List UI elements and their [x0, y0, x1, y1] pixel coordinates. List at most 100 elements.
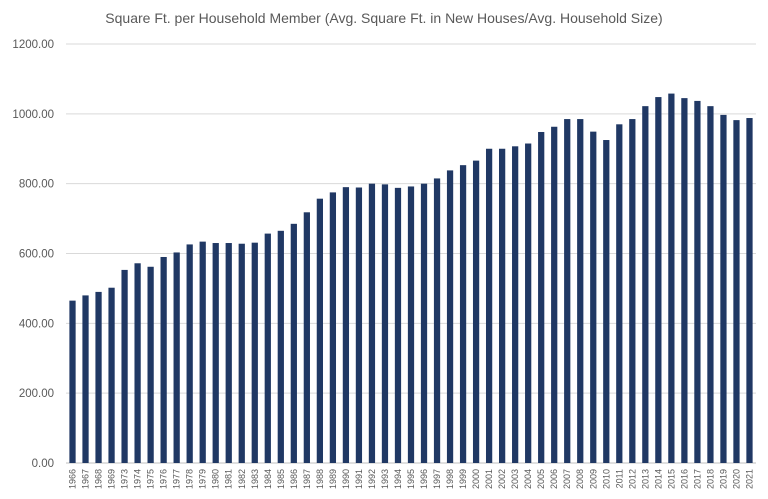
x-tick-label: 2004: [523, 469, 533, 489]
chart-title: Square Ft. per Household Member (Avg. Sq…: [105, 10, 663, 26]
y-tick-label: 0.00: [32, 458, 54, 470]
x-tick-label: 2000: [471, 469, 481, 489]
x-tick-label: 1996: [419, 469, 429, 489]
x-tick-label: 1968: [94, 469, 104, 489]
x-tick-label: 1994: [393, 469, 403, 489]
bar: [499, 148, 506, 463]
bar: [538, 131, 545, 464]
x-tick-label: 2003: [510, 469, 520, 489]
x-tick-label: 1986: [289, 469, 299, 489]
bar: [707, 106, 714, 463]
x-tick-label: 1983: [250, 469, 260, 489]
bar: [394, 187, 402, 463]
bar: [355, 187, 363, 463]
x-tick-label: 1975: [146, 469, 156, 489]
x-tick-label: 2002: [497, 469, 507, 489]
y-tick-label: 200.00: [19, 388, 54, 400]
bar: [564, 119, 571, 463]
bar: [264, 233, 271, 463]
x-tick-label: 2006: [549, 469, 559, 489]
x-tick-label: 2021: [744, 469, 754, 489]
y-tick-label: 1200.00: [12, 39, 54, 51]
bar: [694, 100, 701, 463]
bar: [590, 131, 597, 463]
bar: [629, 119, 636, 463]
bar: [316, 198, 323, 463]
x-tick-label: 2015: [666, 469, 676, 489]
y-tick-label: 400.00: [19, 318, 54, 330]
x-tick-label: 1974: [133, 469, 143, 489]
bar: [577, 119, 584, 463]
x-tick-label: 1977: [172, 469, 182, 489]
x-tick-label: 1969: [107, 469, 117, 489]
bar: [134, 263, 141, 463]
bar: [121, 269, 128, 463]
bar: [329, 192, 337, 464]
bar: [368, 183, 376, 463]
bar: [160, 256, 167, 463]
bar: [485, 148, 493, 463]
bar: [303, 212, 310, 463]
x-tick-label: 2007: [562, 469, 572, 489]
bar: [420, 183, 428, 463]
x-tick-label: 2016: [679, 469, 689, 489]
x-tick-label: 2001: [484, 469, 494, 489]
x-tick-label: 1997: [432, 469, 442, 489]
x-tick-label: 2005: [536, 469, 546, 489]
x-tick-label: 1982: [237, 469, 247, 489]
x-tick-label: 2011: [614, 469, 624, 488]
y-tick-label: 600.00: [19, 249, 54, 261]
bar: [720, 114, 727, 464]
x-tick-label: 1987: [302, 469, 312, 489]
x-tick-label: 2010: [601, 469, 611, 489]
x-tick-label: 1976: [159, 469, 169, 489]
bar: [512, 146, 519, 463]
bar: [616, 124, 623, 463]
bar: [69, 300, 76, 463]
bar: [446, 170, 454, 464]
y-tick-label: 1000.00: [12, 109, 54, 121]
bar: [525, 143, 532, 463]
x-tick-label: 1998: [445, 469, 455, 489]
x-tick-label: 2020: [731, 469, 741, 489]
bar: [147, 266, 154, 463]
bar: [668, 93, 675, 463]
bar: [225, 243, 232, 463]
bar: [95, 291, 102, 463]
x-tick-label: 1966: [68, 469, 78, 489]
x-tick-label: 1992: [367, 469, 377, 489]
bar: [407, 186, 415, 463]
x-tick-label: 1988: [315, 469, 325, 489]
x-tick-label: 1993: [380, 469, 390, 489]
x-tick-label: 1973: [120, 469, 130, 489]
x-tick-label: 1984: [263, 469, 273, 489]
x-tick-label: 1991: [354, 469, 364, 489]
x-tick-label: 1978: [185, 469, 195, 489]
bar: [733, 120, 740, 463]
x-tick-label: 2009: [588, 469, 598, 489]
bar: [655, 97, 662, 463]
bar: [277, 230, 284, 463]
bar: [603, 140, 610, 464]
bar: [433, 178, 441, 463]
y-tick-label: 800.00: [19, 179, 54, 191]
x-tick-label: 1985: [276, 469, 286, 489]
x-tick-label: 2012: [627, 469, 637, 489]
bar: [251, 242, 258, 463]
bar: [238, 243, 245, 463]
bar: [342, 187, 350, 464]
bar: [472, 160, 480, 463]
bar: [642, 106, 649, 463]
x-tick-label: 1980: [211, 469, 221, 489]
x-tick-label: 2013: [640, 469, 650, 489]
x-tick-label: 2017: [692, 469, 702, 489]
bar: [290, 223, 297, 463]
bar: [551, 126, 558, 463]
x-tick-label: 2019: [718, 469, 728, 489]
x-tick-label: 2014: [653, 469, 663, 489]
x-tick-label: 1979: [198, 469, 208, 489]
bar: [199, 241, 206, 463]
x-tick-label: 1990: [341, 469, 351, 489]
